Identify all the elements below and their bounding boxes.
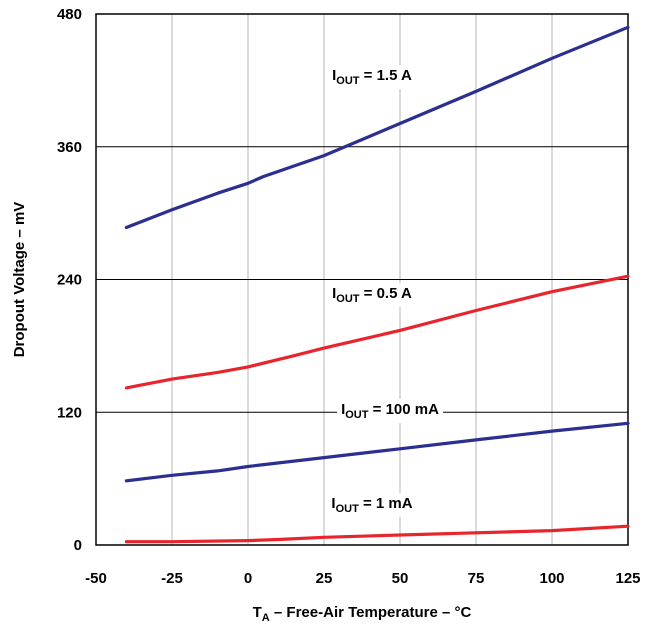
series-label-bg (328, 65, 417, 89)
series-label-sub: OUT (336, 503, 360, 515)
series-label-3: IOUT = 1 mA (331, 495, 412, 515)
x-tick-label: 0 (244, 570, 252, 587)
series-label-rest: = 100 mA (368, 401, 439, 418)
grid-lines (96, 14, 628, 545)
plot-frame (95, 13, 629, 546)
y-tick-label: 360 (57, 139, 82, 156)
x-tick-label: 125 (615, 570, 640, 587)
series-label-0: IOUT = 1.5 A (332, 67, 412, 87)
series-label-1: IOUT = 0.5 A (332, 285, 412, 305)
x-tick-label: 50 (392, 570, 409, 587)
series-label-main: I (331, 495, 335, 512)
series-line-0 (124, 25, 630, 230)
series-label-sub: OUT (345, 409, 369, 421)
series-label-main: I (332, 285, 336, 302)
y-tick-label: 480 (57, 6, 82, 23)
y-axis-label: Dropout Voltage – mV (11, 202, 28, 358)
x-axis-label-sub: A (262, 612, 270, 624)
x-tick-label: 25 (316, 570, 333, 587)
series-label-bg (337, 399, 444, 423)
series-label-bg (328, 283, 417, 307)
series-label-rest: = 1.5 A (360, 67, 413, 84)
x-tick-label: 75 (468, 570, 485, 587)
series-line-3 (124, 524, 630, 544)
x-axis-label-rest: – Free-Air Temperature – °C (270, 604, 472, 621)
y-tick-labels: 0 120 240 360 480 (57, 6, 82, 554)
series-label-main: I (341, 401, 345, 418)
series-label-bg (327, 493, 417, 517)
series-label-sub: OUT (336, 293, 360, 305)
series-label-rest: = 1 mA (359, 495, 413, 512)
y-tick-label: 120 (57, 404, 82, 421)
y-tick-label: 0 (74, 537, 82, 554)
y-tick-label: 240 (57, 272, 82, 289)
x-tick-label: -25 (161, 570, 183, 587)
series-label-2: IOUT = 100 mA (341, 401, 439, 421)
x-axis-label-main: T (253, 604, 262, 621)
x-tick-labels: -50 -25 0 25 50 75 100 125 (85, 570, 640, 587)
x-tick-label: 100 (539, 570, 564, 587)
series-label-sub: OUT (336, 75, 360, 87)
series-layer (124, 25, 630, 544)
series-line-2 (124, 421, 630, 483)
series-line-1 (124, 274, 630, 390)
x-tick-label: -50 (85, 570, 107, 587)
series-label-main: I (332, 67, 336, 84)
series-label-rest: = 0.5 A (360, 285, 413, 302)
x-axis-label: TA – Free-Air Temperature – °C (253, 604, 472, 624)
